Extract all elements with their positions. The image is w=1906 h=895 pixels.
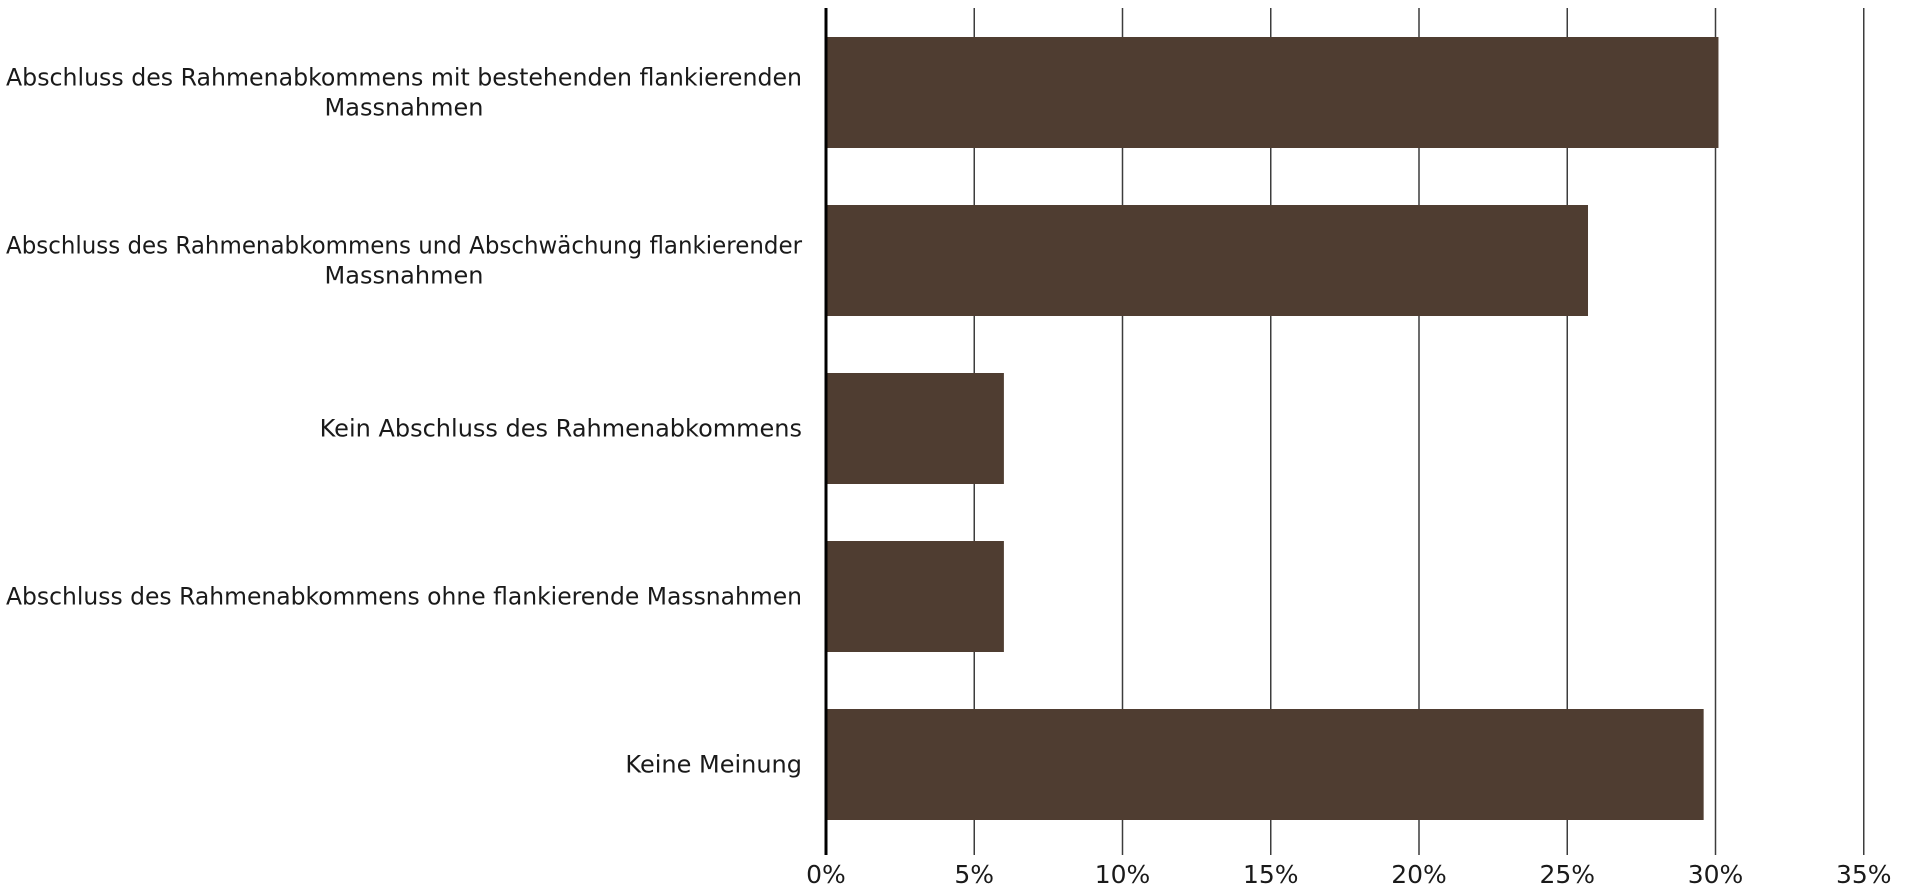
- x-tick-label-1: 5%: [954, 860, 994, 889]
- category-label-line: Massnahmen: [325, 262, 484, 290]
- x-tick-label-3: 15%: [1243, 860, 1299, 889]
- category-label-2: Kein Abschluss des Rahmenabkommens: [320, 415, 802, 443]
- category-label-4: Keine Meinung: [625, 751, 802, 779]
- category-label-line: Abschluss des Rahmenabkommens und Abschw…: [6, 232, 802, 260]
- category-label-line: Kein Abschluss des Rahmenabkommens: [320, 415, 802, 443]
- bar-4: [826, 709, 1704, 820]
- x-tick-label-7: 35%: [1836, 860, 1892, 889]
- category-label-line: Massnahmen: [325, 94, 484, 122]
- category-label-line: Abschluss des Rahmenabkommens mit besteh…: [6, 64, 802, 92]
- bar-0: [826, 37, 1719, 148]
- category-label-line: Keine Meinung: [625, 751, 802, 779]
- category-labels: Abschluss des Rahmenabkommens mit besteh…: [6, 64, 802, 779]
- tick-labels: 0% 5% 10% 15% 20% 25% 30% 35%: [806, 860, 1891, 889]
- category-label-line: Abschluss des Rahmenabkommens ohne flank…: [6, 583, 802, 611]
- x-tick-label-4: 20%: [1391, 860, 1447, 889]
- category-label-1: Abschluss des Rahmenabkommens und Abschw…: [6, 232, 802, 290]
- x-tick-label-0: 0%: [806, 860, 846, 889]
- x-tick-label-6: 30%: [1688, 860, 1744, 889]
- bar-1: [826, 205, 1589, 316]
- category-label-3: Abschluss des Rahmenabkommens ohne flank…: [6, 583, 802, 611]
- bar-2: [826, 373, 1004, 484]
- x-tick-label-2: 10%: [1095, 860, 1151, 889]
- category-label-0: Abschluss des Rahmenabkommens mit besteh…: [6, 64, 802, 122]
- bar-3: [826, 541, 1004, 652]
- gridlines: [973, 8, 1865, 855]
- bars: [826, 37, 1719, 820]
- x-tick-label-5: 25%: [1539, 860, 1595, 889]
